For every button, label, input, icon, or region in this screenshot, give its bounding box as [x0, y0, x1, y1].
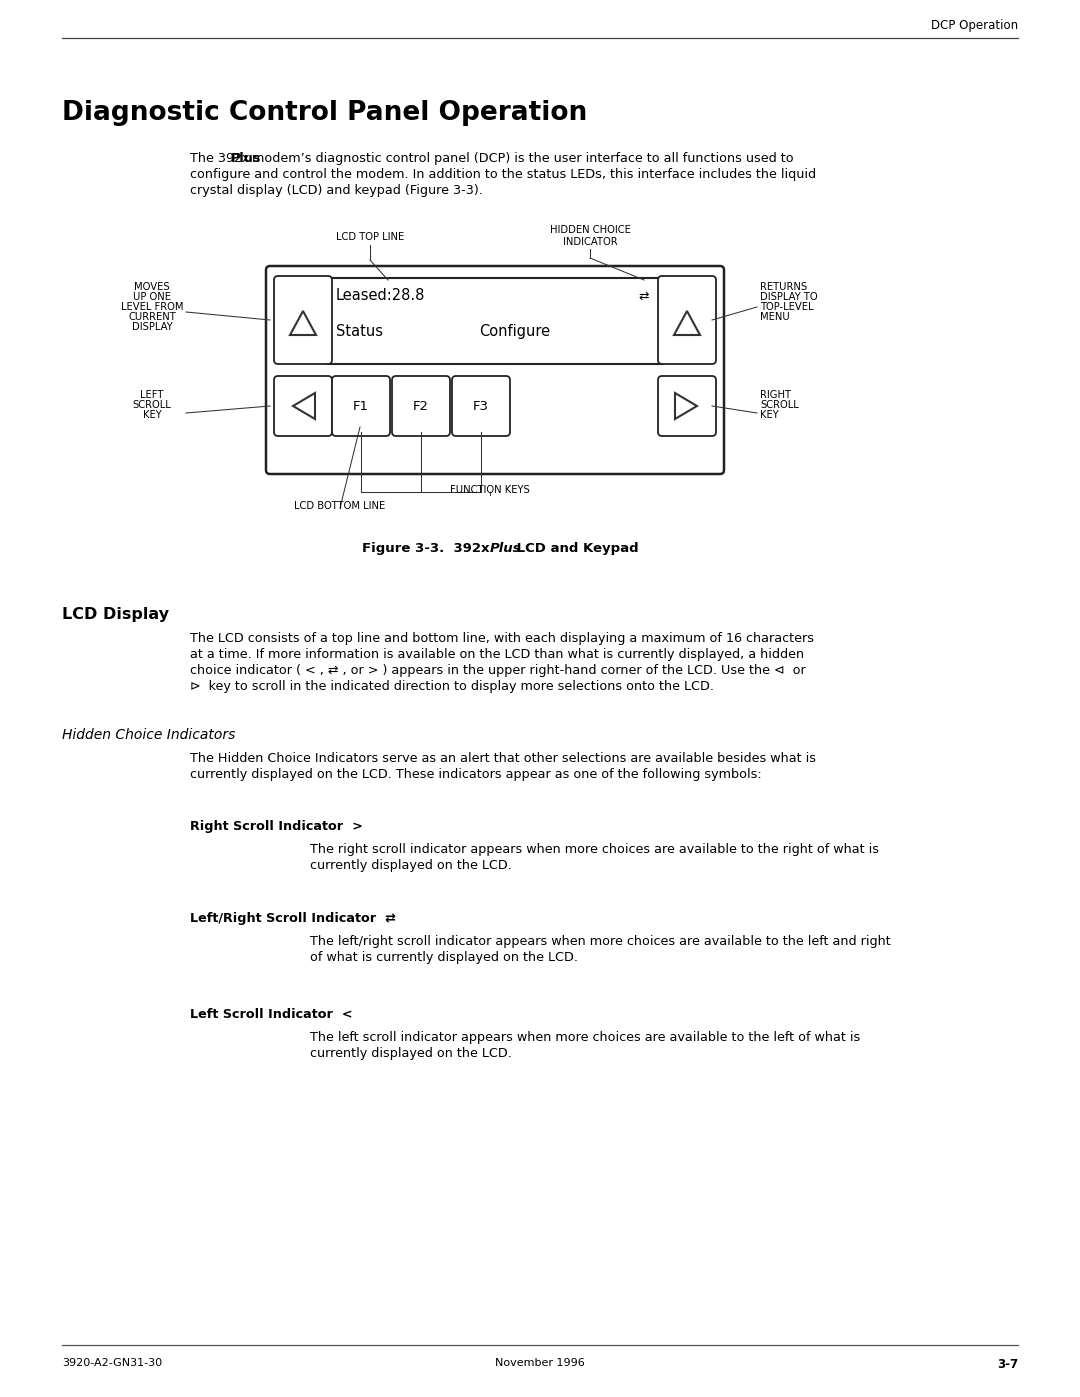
Text: crystal display (LCD) and keypad (Figure 3-3).: crystal display (LCD) and keypad (Figure…: [190, 184, 483, 197]
FancyBboxPatch shape: [326, 278, 664, 365]
Text: of what is currently displayed on the LCD.: of what is currently displayed on the LC…: [310, 951, 578, 964]
Text: MENU: MENU: [760, 312, 789, 321]
Text: November 1996: November 1996: [495, 1358, 585, 1368]
Text: The Hidden Choice Indicators serve as an alert that other selections are availab: The Hidden Choice Indicators serve as an…: [190, 752, 816, 766]
Text: modem’s diagnostic control panel (DCP) is the user interface to all functions us: modem’s diagnostic control panel (DCP) i…: [252, 152, 793, 165]
Text: KEY: KEY: [760, 409, 779, 420]
Text: ⊳  key to scroll in the indicated direction to display more selections onto the : ⊳ key to scroll in the indicated directi…: [190, 680, 714, 693]
Text: RETURNS: RETURNS: [760, 282, 807, 292]
Text: choice indicator ( < , ⇄ , or > ) appears in the upper right-hand corner of the : choice indicator ( < , ⇄ , or > ) appear…: [190, 664, 806, 678]
Text: Status: Status: [336, 324, 383, 339]
Text: LCD BOTTOM LINE: LCD BOTTOM LINE: [295, 502, 386, 511]
Text: F3: F3: [473, 400, 489, 412]
Text: The left/right scroll indicator appears when more choices are available to the l: The left/right scroll indicator appears …: [310, 935, 891, 949]
Text: configure and control the modem. In addition to the status LEDs, this interface : configure and control the modem. In addi…: [190, 168, 816, 182]
Text: The left scroll indicator appears when more choices are available to the left of: The left scroll indicator appears when m…: [310, 1031, 861, 1044]
Text: DISPLAY TO: DISPLAY TO: [760, 292, 818, 302]
Text: Left Scroll Indicator  <: Left Scroll Indicator <: [190, 1009, 353, 1021]
Text: F1: F1: [353, 400, 369, 412]
FancyBboxPatch shape: [658, 376, 716, 436]
Text: The 392x: The 392x: [190, 152, 249, 165]
Text: UP ONE: UP ONE: [133, 292, 171, 302]
Text: LEVEL FROM: LEVEL FROM: [121, 302, 184, 312]
Text: Plus: Plus: [230, 152, 260, 165]
Text: Configure: Configure: [480, 324, 551, 339]
FancyBboxPatch shape: [274, 277, 332, 365]
Text: DCP Operation: DCP Operation: [931, 20, 1018, 32]
Text: CURRENT: CURRENT: [129, 312, 176, 321]
Text: TOP-LEVEL: TOP-LEVEL: [760, 302, 813, 312]
Text: The LCD consists of a top line and bottom line, with each displaying a maximum o: The LCD consists of a top line and botto…: [190, 631, 814, 645]
Text: LEFT: LEFT: [140, 390, 164, 400]
FancyBboxPatch shape: [453, 376, 510, 436]
Text: SCROLL: SCROLL: [760, 400, 799, 409]
Text: LCD TOP LINE: LCD TOP LINE: [336, 232, 404, 242]
Text: RIGHT: RIGHT: [760, 390, 791, 400]
FancyBboxPatch shape: [392, 376, 450, 436]
Text: ⇄: ⇄: [638, 291, 649, 303]
Text: MOVES: MOVES: [134, 282, 170, 292]
FancyBboxPatch shape: [274, 376, 332, 436]
Text: currently displayed on the LCD.: currently displayed on the LCD.: [310, 1046, 512, 1060]
Text: Plus: Plus: [490, 542, 522, 555]
Text: DISPLAY: DISPLAY: [132, 321, 173, 332]
Text: Leased:28.8: Leased:28.8: [336, 288, 426, 303]
Text: SCROLL: SCROLL: [133, 400, 172, 409]
Text: Hidden Choice Indicators: Hidden Choice Indicators: [62, 728, 235, 742]
Text: Right Scroll Indicator  >: Right Scroll Indicator >: [190, 820, 363, 833]
Text: The right scroll indicator appears when more choices are available to the right : The right scroll indicator appears when …: [310, 842, 879, 856]
Text: at a time. If more information is available on the LCD than what is currently di: at a time. If more information is availa…: [190, 648, 805, 661]
FancyBboxPatch shape: [266, 265, 724, 474]
Text: INDICATOR: INDICATOR: [563, 237, 618, 247]
Text: currently displayed on the LCD. These indicators appear as one of the following : currently displayed on the LCD. These in…: [190, 768, 761, 781]
FancyBboxPatch shape: [332, 376, 390, 436]
Text: LCD Display: LCD Display: [62, 608, 168, 622]
Text: KEY: KEY: [143, 409, 161, 420]
Text: Figure 3-3.  392x: Figure 3-3. 392x: [363, 542, 490, 555]
Text: HIDDEN CHOICE: HIDDEN CHOICE: [550, 225, 631, 235]
Text: Diagnostic Control Panel Operation: Diagnostic Control Panel Operation: [62, 101, 588, 126]
Text: currently displayed on the LCD.: currently displayed on the LCD.: [310, 859, 512, 872]
Text: F2: F2: [413, 400, 429, 412]
FancyBboxPatch shape: [658, 277, 716, 365]
Text: LCD and Keypad: LCD and Keypad: [512, 542, 638, 555]
Text: 3-7: 3-7: [997, 1358, 1018, 1370]
Text: Left/Right Scroll Indicator  ⇄: Left/Right Scroll Indicator ⇄: [190, 912, 395, 925]
Text: 3920-A2-GN31-30: 3920-A2-GN31-30: [62, 1358, 162, 1368]
Text: FUNCTION KEYS: FUNCTION KEYS: [450, 485, 530, 495]
